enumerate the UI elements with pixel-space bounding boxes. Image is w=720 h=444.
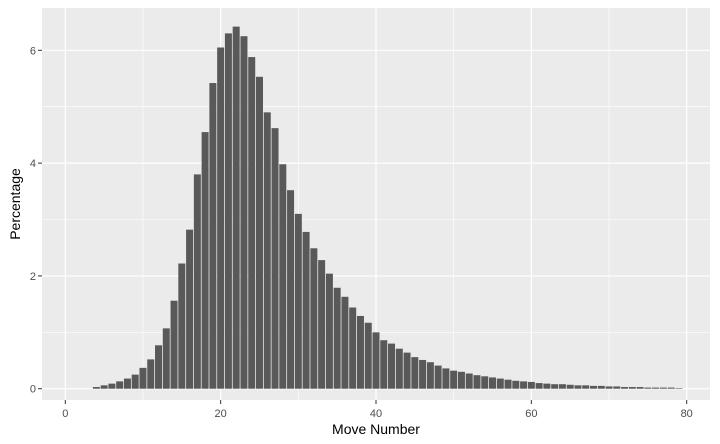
bar (558, 384, 566, 389)
x-axis-ticks: 0 20 40 60 80 (62, 400, 693, 420)
bar (411, 357, 419, 389)
y-tick-label: 4 (30, 158, 36, 170)
bar (450, 370, 458, 389)
bar (644, 387, 652, 389)
bar (628, 387, 636, 389)
bar (426, 362, 434, 389)
bar (551, 384, 559, 389)
bar (170, 300, 178, 389)
bar (520, 381, 528, 389)
bar (178, 263, 186, 389)
bar (302, 231, 310, 389)
bar (659, 387, 667, 389)
bar (240, 36, 248, 389)
bar (473, 375, 481, 389)
bar (621, 387, 629, 389)
x-tick-label: 40 (370, 408, 382, 420)
bar (217, 47, 225, 389)
bar (255, 76, 263, 389)
bar (193, 174, 201, 389)
bar (667, 387, 675, 389)
bar (232, 26, 240, 389)
x-tick-label: 80 (681, 408, 693, 420)
y-tick-label: 2 (30, 271, 36, 283)
bar (162, 328, 170, 389)
bar (92, 387, 100, 389)
bar (489, 377, 497, 389)
bar (597, 385, 605, 389)
bar (341, 296, 349, 389)
bar (434, 365, 442, 389)
bar (294, 213, 302, 389)
bars (92, 26, 683, 389)
bar (186, 229, 194, 389)
bar (457, 371, 465, 389)
bar (535, 383, 543, 389)
bar (613, 386, 621, 389)
bar (100, 385, 108, 389)
bar (395, 348, 403, 389)
bar (248, 57, 256, 389)
bar (108, 383, 116, 389)
bar (652, 387, 660, 389)
bar (372, 332, 380, 389)
x-tick-label: 60 (525, 408, 537, 420)
bar (442, 368, 450, 389)
bar (209, 83, 217, 389)
bar (287, 190, 295, 389)
bar (675, 388, 683, 389)
bar (636, 387, 644, 389)
x-axis-title: Move Number (332, 421, 420, 437)
bar (333, 287, 341, 389)
bar (527, 381, 535, 389)
bar (543, 383, 551, 389)
bar (574, 385, 582, 389)
bar (465, 373, 473, 389)
y-tick-label: 6 (30, 45, 36, 57)
bar (279, 164, 287, 389)
bar (388, 343, 396, 389)
bar (116, 381, 124, 389)
bar (380, 340, 388, 389)
bar (147, 359, 155, 389)
bar (139, 367, 147, 389)
bar (364, 322, 372, 389)
y-axis-ticks: 0 2 4 6 (30, 45, 42, 396)
bar (512, 380, 520, 389)
bar (605, 386, 613, 389)
bar (589, 385, 597, 389)
bar (403, 352, 411, 389)
bar (131, 374, 139, 389)
bar (481, 376, 489, 389)
bar (310, 248, 318, 389)
bar (325, 273, 333, 389)
bar (582, 385, 590, 389)
bar (356, 315, 364, 389)
bar (419, 359, 427, 389)
bar (271, 128, 279, 389)
bar (123, 378, 131, 389)
y-axis-title: Percentage (7, 168, 23, 240)
bar (224, 33, 232, 389)
x-tick-label: 0 (62, 408, 68, 420)
bar (566, 384, 574, 389)
bar (496, 378, 504, 389)
bar (349, 307, 357, 389)
bar (504, 379, 512, 389)
bar (263, 112, 271, 389)
x-tick-label: 20 (215, 408, 227, 420)
y-tick-label: 0 (30, 384, 36, 396)
bar (155, 345, 163, 389)
bar (201, 132, 209, 389)
bar (318, 260, 326, 389)
